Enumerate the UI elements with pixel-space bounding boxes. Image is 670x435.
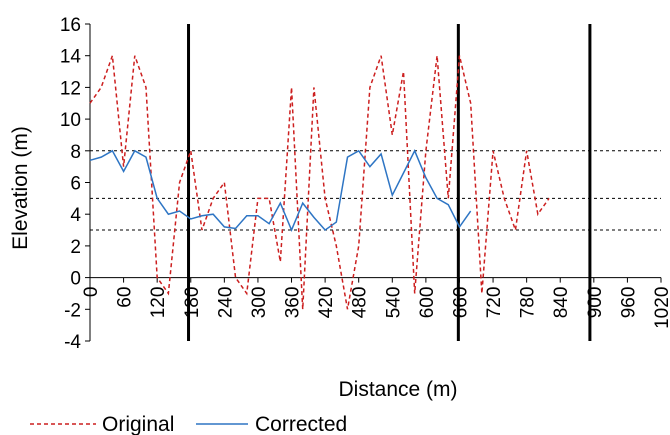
series-layer — [89, 55, 550, 310]
y-axis-title: Elevation (m) — [9, 126, 32, 250]
x-tick-label: 420 — [316, 287, 337, 319]
x-tick-label: 600 — [417, 287, 438, 319]
y-tick-label: -4 — [64, 332, 81, 353]
x-tick-label: 660 — [450, 287, 471, 319]
x-tick-label: 0 — [81, 287, 102, 298]
legend-corrected-label: Corrected — [255, 413, 347, 435]
y-tick-label: 0 — [70, 269, 81, 290]
x-tick-label: 840 — [551, 287, 572, 319]
y-tick-label: 12 — [60, 78, 81, 99]
x-tick-label: 1020 — [652, 287, 670, 329]
x-tick-label: 240 — [215, 287, 236, 319]
y-tick-label: 16 — [60, 15, 81, 36]
legend: Original Corrected — [30, 413, 347, 435]
y-tick-label: 4 — [70, 205, 81, 226]
x-tick-label: 780 — [518, 287, 539, 319]
x-tick-label: 360 — [283, 287, 304, 319]
x-axis-title: Distance (m) — [338, 378, 457, 401]
x-tick-labels: 0 60 120 180 240 300 360 420 480 540 600 660 720 780 8… — [81, 287, 670, 329]
y-tick-label: 6 — [70, 174, 81, 195]
x-tick-label: 120 — [148, 287, 169, 319]
x-tick-label: 960 — [618, 287, 639, 319]
legend-original-label: Original — [102, 413, 174, 435]
series-line-original — [89, 55, 550, 310]
x-tick-label: 300 — [249, 287, 270, 319]
x-tick-label: 540 — [383, 287, 404, 319]
x-tick-label: 720 — [484, 287, 505, 319]
y-tick-label: 10 — [60, 110, 81, 131]
y-tick-label: 8 — [70, 142, 81, 163]
axes — [85, 23, 662, 342]
y-tick-labels: -4 -2 0 2 4 6 8 10 12 14 16 — [60, 15, 82, 353]
x-tick-label: 180 — [182, 287, 203, 319]
x-tick-label: 60 — [115, 287, 136, 308]
x-tick-label: 480 — [350, 287, 371, 319]
y-tick-label: 14 — [60, 47, 82, 68]
y-tick-label: -2 — [64, 300, 81, 321]
y-tick-label: 2 — [70, 237, 81, 258]
x-tick-label: 900 — [585, 287, 606, 319]
series-line-corrected — [89, 149, 472, 233]
reference-lines — [90, 150, 661, 231]
